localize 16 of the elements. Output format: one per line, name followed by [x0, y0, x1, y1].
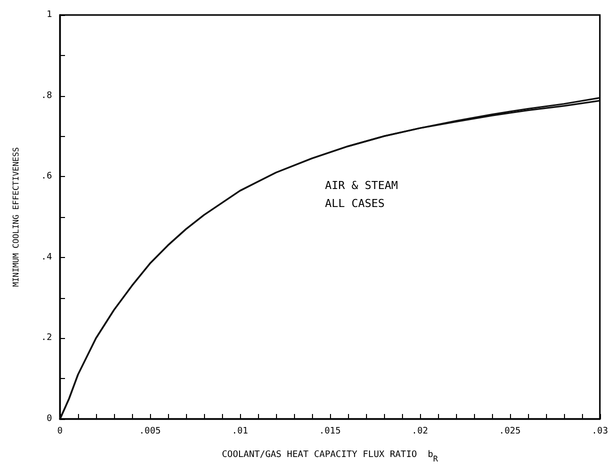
annotation: ALL CASES	[325, 197, 385, 210]
y-tick-label: .2	[41, 333, 52, 344]
x-tick-label: 0	[57, 426, 63, 436]
x-tick-label: .02	[412, 426, 428, 436]
y-axis-title: MINIMUM COOLING EFFECTIVENESS	[12, 146, 20, 287]
y-tick-label: 1	[46, 10, 52, 20]
x-tick-label: .03	[592, 426, 608, 436]
x-tick-label: .01	[232, 426, 248, 436]
annotation: AIR & STEAM	[325, 179, 398, 192]
y-tick-label: .8	[41, 90, 52, 101]
y-tick-label: .6	[41, 172, 52, 182]
x-tick-label: .025	[499, 426, 521, 436]
y-tick-label: 0	[46, 414, 52, 424]
y-tick-label: .4	[41, 252, 52, 262]
x-tick-label: .015	[319, 426, 341, 436]
x-tick-label: .005	[139, 426, 161, 436]
